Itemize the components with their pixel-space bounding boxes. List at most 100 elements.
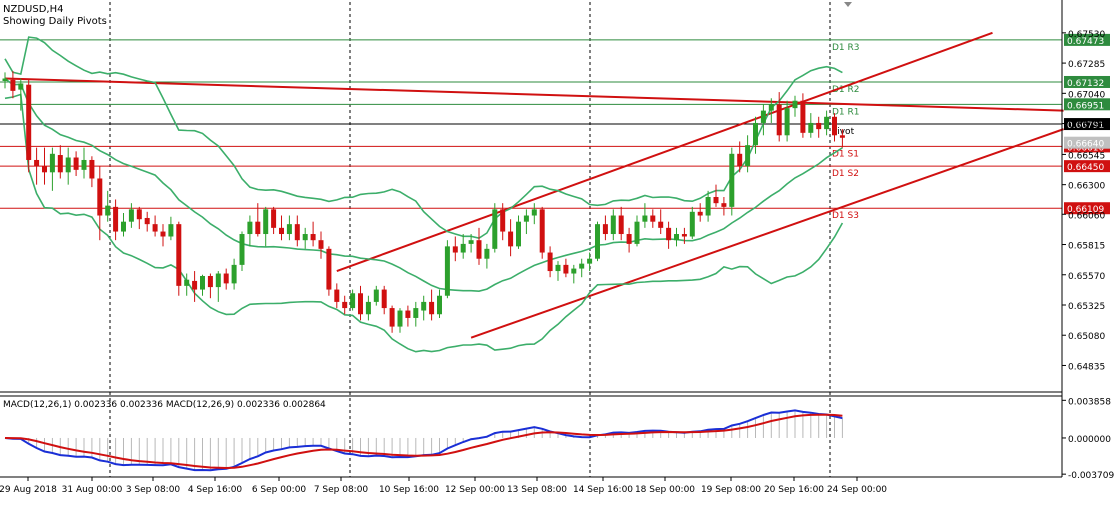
candle-body-86 — [681, 234, 687, 237]
candle-body-83 — [658, 221, 664, 228]
candle-body-52 — [413, 308, 419, 318]
candle-body-21 — [168, 224, 174, 237]
candle-body-15 — [121, 221, 126, 232]
candle-body-104 — [824, 116, 830, 130]
pivots-note: Showing Daily Pivots — [3, 16, 107, 27]
pivot-price-label-6: 0.66109 — [1067, 205, 1104, 215]
candle-body-44 — [350, 293, 356, 309]
candle-body-28 — [223, 273, 229, 284]
time-tick-label-9: 14 Sep 16:00 — [573, 485, 633, 495]
candle-body-105 — [832, 116, 837, 136]
candle-body-63 — [500, 209, 506, 232]
bollinger-upper-band — [4, 36, 843, 240]
current-price-tag — [1064, 118, 1110, 131]
price-tick-label-3: 0.66795 — [1068, 121, 1105, 131]
candle-body-49 — [389, 308, 395, 327]
candle-body-68 — [539, 209, 545, 253]
candle-body-3 — [26, 84, 32, 160]
candle-body-90 — [713, 197, 719, 204]
candle-body-42 — [334, 289, 340, 302]
candle-body-66 — [523, 215, 529, 222]
time-tick-label-0: 29 Aug 2018 — [0, 485, 57, 495]
candle-body-70 — [555, 264, 561, 272]
candle-body-81 — [642, 215, 648, 222]
candle-body-51 — [405, 310, 411, 318]
candle-body-59 — [468, 240, 474, 244]
candle-body-32 — [255, 221, 261, 235]
price-tick-label-9: 0.65325 — [1068, 302, 1105, 312]
price-tick-label-0: 0.67530 — [1068, 30, 1105, 40]
candle-body-93 — [737, 153, 743, 167]
bollinger-lower-band — [4, 93, 844, 353]
candle-body-27 — [215, 273, 221, 288]
candle-body-18 — [144, 217, 150, 225]
candle-body-36 — [286, 224, 292, 235]
candle-body-89 — [705, 197, 711, 216]
candle-body-102 — [808, 122, 814, 133]
time-tick-label-12: 20 Sep 16:00 — [764, 485, 824, 495]
pivot-price-label-2: 0.66951 — [1067, 101, 1104, 111]
candle-body-26 — [207, 275, 213, 288]
candle-body-1 — [10, 79, 16, 91]
candle-body-17 — [136, 209, 142, 220]
bid-price-tag — [1064, 136, 1110, 149]
resistance-trendline — [4, 77, 1064, 112]
candle-body-58 — [460, 243, 466, 253]
macd-tick-label-0: 0.003858 — [1068, 397, 1111, 407]
candle-body-6 — [49, 153, 55, 173]
candle-body-85 — [674, 234, 679, 241]
candle-body-43 — [342, 301, 348, 309]
candle-body-25 — [200, 275, 205, 290]
pivot-name-1: D1 R2 — [832, 85, 860, 95]
candle-body-92 — [729, 153, 735, 207]
candle-body-67 — [531, 209, 537, 216]
candle-body-84 — [666, 227, 672, 241]
candle-body-12 — [97, 178, 103, 216]
time-tick-label-4: 6 Sep 00:00 — [252, 485, 307, 495]
pivot-name-5: D1 S2 — [832, 169, 859, 179]
bollinger-middle-band — [4, 77, 843, 293]
chart-shift-marker-icon — [844, 2, 852, 7]
candle-body-76 — [602, 224, 608, 235]
candle-body-19 — [152, 224, 158, 232]
time-tick-label-11: 19 Sep 08:00 — [701, 485, 761, 495]
candle-body-61 — [484, 248, 490, 259]
pivot-price-label-1: 0.67132 — [1067, 79, 1104, 89]
candle-body-74 — [587, 258, 593, 264]
candle-body-106 — [839, 135, 845, 138]
candle-body-64 — [508, 231, 514, 247]
candle-body-103 — [816, 122, 822, 130]
macd-label: MACD(12,26,1) 0.002336 0.002336 MACD(12,… — [3, 400, 326, 410]
pivot-name-6: D1 S3 — [832, 211, 859, 221]
candle-body-57 — [452, 246, 458, 253]
candle-body-53 — [421, 301, 427, 311]
time-tick-label-2: 3 Sep 08:00 — [126, 485, 181, 495]
candle-body-88 — [697, 211, 703, 216]
candle-body-46 — [365, 301, 371, 315]
candle-body-95 — [753, 122, 758, 146]
candle-body-37 — [294, 224, 300, 241]
candle-body-31 — [247, 221, 253, 235]
pivot-price-tag-6 — [1064, 202, 1110, 215]
candle-body-73 — [579, 263, 585, 269]
pivot-name-2: D1 R1 — [832, 107, 860, 117]
candle-body-48 — [381, 289, 387, 309]
time-tick-label-5: 7 Sep 08:00 — [314, 485, 369, 495]
candle-body-2 — [18, 83, 24, 90]
candle-body-101 — [800, 100, 806, 133]
candle-body-97 — [768, 104, 774, 111]
candle-body-0 — [2, 78, 8, 81]
candle-body-72 — [571, 268, 577, 274]
candle-body-94 — [745, 145, 751, 167]
candle-body-16 — [128, 209, 134, 222]
price-tick-label-4: 0.66545 — [1068, 151, 1105, 161]
pivot-price-label-0: 0.67473 — [1067, 37, 1104, 47]
price-tick-label-2: 0.67040 — [1068, 90, 1105, 100]
candle-body-96 — [760, 110, 766, 123]
candle-body-82 — [650, 215, 656, 222]
macd-tick-label-1: 0.000000 — [1068, 435, 1111, 445]
time-tick-label-6: 10 Sep 16:00 — [379, 485, 439, 495]
time-tick-label-3: 4 Sep 16:00 — [188, 485, 243, 495]
